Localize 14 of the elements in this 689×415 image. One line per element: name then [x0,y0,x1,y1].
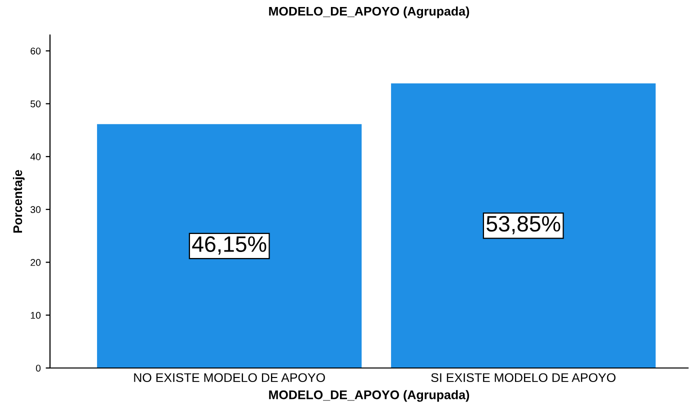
data-label: 46,15% [192,236,266,255]
y-tick-label: 0 [36,364,41,372]
y-tick-label: 60 [30,48,41,54]
y-tick-label: 30 [30,206,41,214]
y-tick-label: 50 [30,100,41,108]
y-tick-label: 10 [30,312,41,319]
y-axis-title: Porcentaje [12,170,25,233]
y-tick-label: 20 [30,259,41,266]
chart-title: MODELO_DE_APOYO (Agrupada) [269,6,470,18]
x-tick-label: SI EXISTE MODELO DE APOYO [431,373,616,382]
data-label: 53,85% [486,216,560,234]
y-tick-label: 40 [30,153,41,160]
x-axis-title: MODELO_DE_APOYO (Agrupada) [269,390,470,402]
x-tick-label: NO EXISTE MODELO DE APOYO [134,373,325,382]
